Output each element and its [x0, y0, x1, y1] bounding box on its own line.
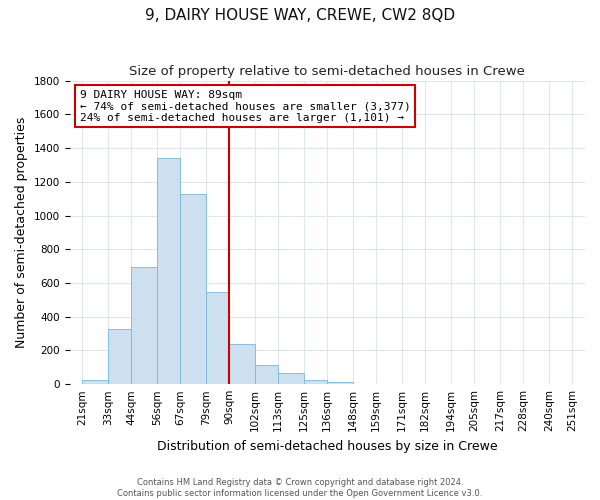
X-axis label: Distribution of semi-detached houses by size in Crewe: Distribution of semi-detached houses by … [157, 440, 497, 452]
Text: 9 DAIRY HOUSE WAY: 89sqm
← 74% of semi-detached houses are smaller (3,377)
24% o: 9 DAIRY HOUSE WAY: 89sqm ← 74% of semi-d… [80, 90, 410, 123]
Bar [206, 292, 229, 384]
Bar [255, 365, 278, 384]
Bar [278, 372, 304, 384]
Text: 9, DAIRY HOUSE WAY, CREWE, CW2 8QD: 9, DAIRY HOUSE WAY, CREWE, CW2 8QD [145, 8, 455, 22]
Bar [108, 328, 131, 384]
Title: Size of property relative to semi-detached houses in Crewe: Size of property relative to semi-detach… [130, 65, 525, 78]
Bar [157, 158, 180, 384]
Bar [327, 382, 353, 384]
Bar [82, 380, 108, 384]
Text: Contains HM Land Registry data © Crown copyright and database right 2024.
Contai: Contains HM Land Registry data © Crown c… [118, 478, 482, 498]
Y-axis label: Number of semi-detached properties: Number of semi-detached properties [15, 116, 28, 348]
Bar [229, 344, 255, 384]
Bar [304, 380, 327, 384]
Bar [180, 194, 206, 384]
Bar [131, 267, 157, 384]
